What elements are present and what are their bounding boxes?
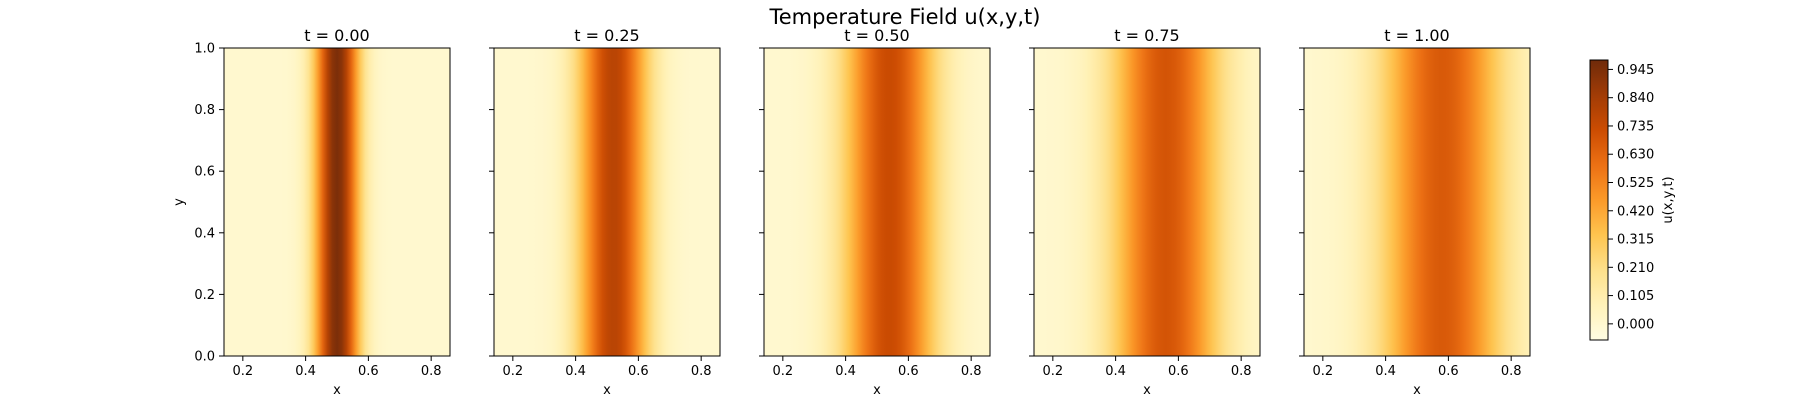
y-axis-label: y: [172, 198, 187, 206]
y-tick-label: 0.0: [194, 350, 215, 365]
panel-title: t = 0.75: [1114, 26, 1179, 45]
panel-frame: [763, 47, 991, 357]
x-tick-label: 0.4: [835, 364, 856, 379]
x-tick-label: 0.6: [898, 364, 919, 379]
x-tick-label: 0.4: [1105, 364, 1126, 379]
x-tick-label: 0.2: [502, 364, 523, 379]
x-tick-label: 0.4: [1375, 364, 1396, 379]
colorbar-label: u(x,y,t): [1661, 176, 1676, 223]
colorbar-gradient: [1590, 60, 1608, 340]
y-tick-label: 0.6: [194, 165, 215, 180]
heatmap-field: [1034, 48, 1260, 356]
panel-frame: [223, 47, 451, 357]
colorbar-tick-label: 0.105: [1617, 289, 1654, 304]
heatmap-field: [494, 48, 720, 356]
panel-title: t = 0.50: [844, 26, 909, 45]
x-tick-label: 0.8: [691, 364, 712, 379]
colorbar-tick-label: 0.000: [1617, 317, 1654, 332]
x-tick-label: 0.2: [1042, 364, 1063, 379]
colorbar-frame: [1589, 59, 1609, 341]
colorbar: 0.000 0.105 0.210 0.315 0.420 0.525 0.630 0.735…: [1589, 59, 1676, 341]
x-tick-label: 0.2: [772, 364, 793, 379]
x-axis-label: x: [333, 383, 341, 398]
panel-frame: [493, 47, 721, 357]
x-tick-label: 0.6: [358, 364, 379, 379]
heatmap-panel: t = 0.25 0.2 0.4 0.6 0.8 x: [489, 26, 721, 398]
x-tick-label: 0.4: [295, 364, 316, 379]
x-tick-label: 0.6: [1438, 364, 1459, 379]
heatmap-panel: t = 1.00 0.2 0.4 0.6 0.8 x: [1299, 26, 1531, 398]
x-tick-label: 0.8: [1501, 364, 1522, 379]
heatmap-panel: t = 0.00 0.2 0.4 0.6 0.8 x 0.0 0.2 0.4 0.6 0.8 1.0 y: [172, 26, 451, 398]
colorbar-tick-label: 0.210: [1617, 261, 1654, 276]
colorbar-tick-label: 0.630: [1617, 148, 1654, 163]
colorbar-tick-label: 0.840: [1617, 91, 1654, 106]
heatmap-field: [1304, 48, 1530, 356]
heatmap-field: [224, 48, 450, 356]
colorbar-tick-label: 0.735: [1617, 119, 1654, 134]
colorbar-tick-label: 0.315: [1617, 233, 1654, 248]
panel-frame: [1303, 47, 1531, 357]
y-tick-label: 0.4: [194, 226, 215, 241]
x-tick-label: 0.8: [421, 364, 442, 379]
panel-title: t = 0.00: [304, 26, 369, 45]
x-axis-label: x: [1143, 383, 1151, 398]
y-tick-label: 1.0: [194, 42, 215, 57]
heatmap-panel: t = 0.50 0.2 0.4 0.6 0.8 x: [759, 26, 991, 398]
x-tick-label: 0.8: [961, 364, 982, 379]
heatmap-panel: t = 0.75 0.2 0.4 0.6 0.8 x: [1029, 26, 1261, 398]
panel-title: t = 0.25: [574, 26, 639, 45]
x-axis-label: x: [873, 383, 881, 398]
x-tick-label: 0.4: [565, 364, 586, 379]
colorbar-tick-label: 0.420: [1617, 204, 1654, 219]
x-axis-label: x: [1413, 383, 1421, 398]
panel-title: t = 1.00: [1384, 26, 1449, 45]
y-tick-label: 0.2: [194, 288, 215, 303]
colorbar-tick-label: 0.945: [1617, 63, 1654, 78]
colorbar-tick-label: 0.525: [1617, 176, 1654, 191]
x-axis-label: x: [603, 383, 611, 398]
heatmap-field: [764, 48, 990, 356]
panel-frame: [1033, 47, 1261, 357]
x-tick-label: 0.6: [628, 364, 649, 379]
x-tick-label: 0.8: [1231, 364, 1252, 379]
x-tick-label: 0.6: [1168, 364, 1189, 379]
x-tick-label: 0.2: [232, 364, 253, 379]
x-tick-label: 0.2: [1312, 364, 1333, 379]
y-tick-label: 0.8: [194, 103, 215, 118]
figure-title: Temperature Field u(x,y,t): [769, 5, 1041, 29]
